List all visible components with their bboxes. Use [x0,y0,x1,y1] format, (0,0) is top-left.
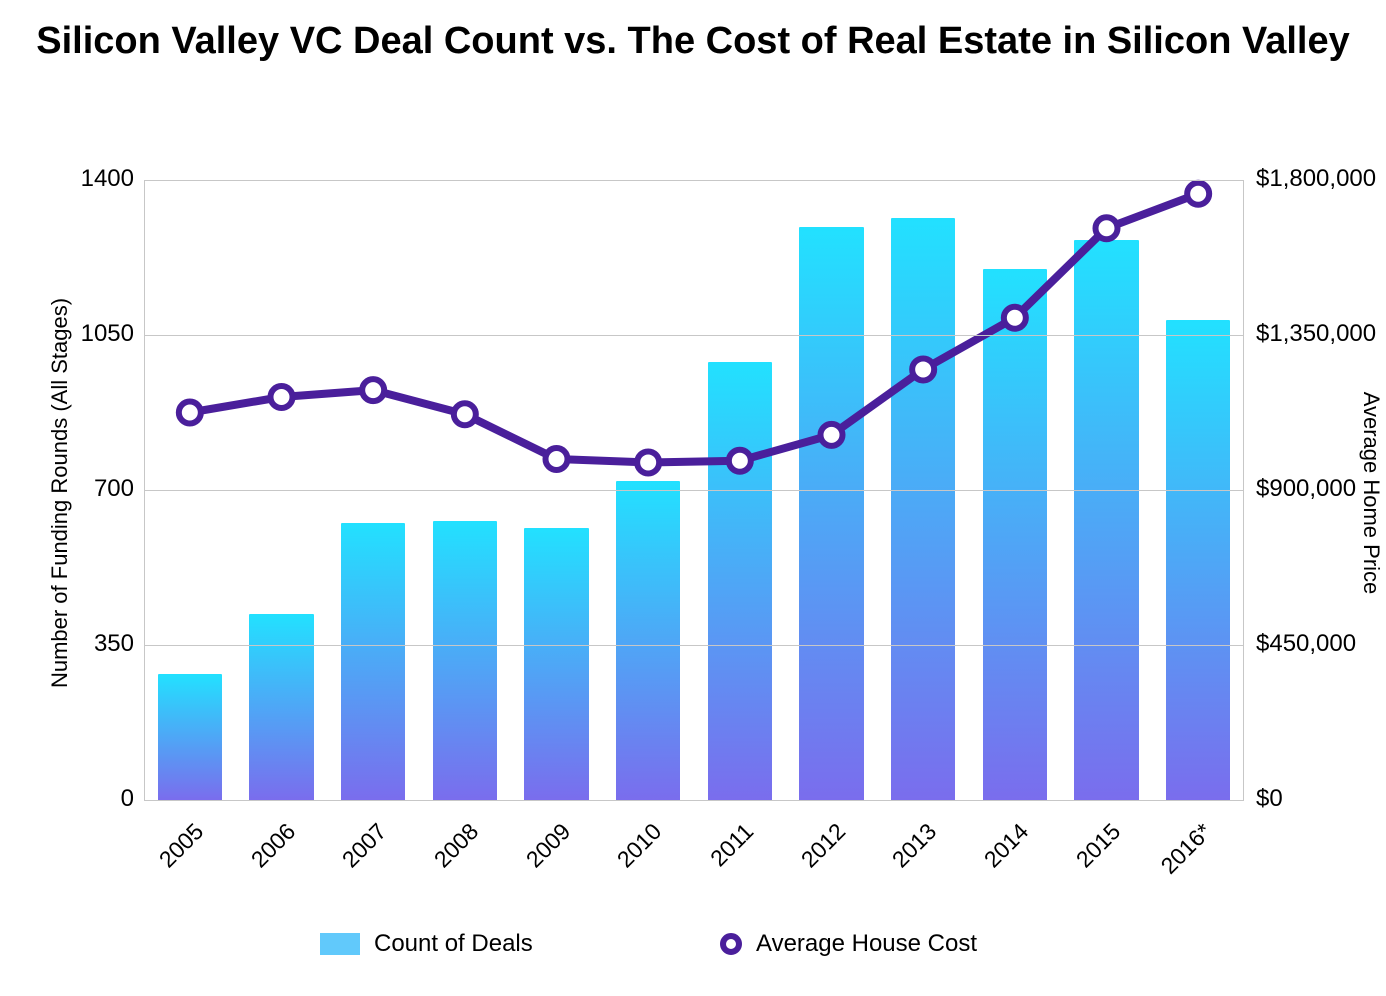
legend-label-bars: Count of Deals [374,930,533,958]
right-y-tick: $1,350,000 [1256,320,1376,348]
x-category: 2016* [1142,818,1218,894]
right-y-tick: $0 [1256,785,1283,813]
legend-marker-line [720,933,742,955]
left-y-tick: 1400 [54,165,134,193]
line-marker [637,451,659,473]
right-y-axis-label: Average Home Price [1358,333,1384,653]
gridline [144,335,1244,336]
gridline [144,180,1244,181]
x-category: 2010 [592,818,668,894]
line-marker [912,358,934,380]
legend-label-line: Average House Cost [756,930,977,958]
legend-bars: Count of Deals [320,930,533,958]
legend-swatch-bars [320,933,360,955]
x-category: 2006 [225,818,301,894]
line-marker [729,450,751,472]
x-category: 2015 [1050,818,1126,894]
gridline [144,800,1244,801]
line-marker [546,448,568,470]
left-y-tick: 700 [54,475,134,503]
legend-line: Average House Cost [720,930,977,958]
line-marker [1187,183,1209,205]
right-y-tick: $900,000 [1256,475,1356,503]
x-category: 2013 [867,818,943,894]
x-category: 2007 [317,818,393,894]
line-marker [362,379,384,401]
line-marker [271,386,293,408]
left-y-tick: 1050 [54,320,134,348]
line-marker [1004,307,1026,329]
line-marker [179,402,201,424]
line-marker [821,424,843,446]
x-category: 2009 [500,818,576,894]
right-axis-line [1243,180,1244,800]
line-marker [454,403,476,425]
gridline [144,490,1244,491]
left-y-tick: 350 [54,630,134,658]
chart-title: Silicon Valley VC Deal Count vs. The Cos… [0,20,1386,64]
x-category: 2005 [133,818,209,894]
x-category: 2012 [775,818,851,894]
left-axis-line [144,180,145,800]
x-category: 2008 [408,818,484,894]
x-category: 2014 [958,818,1034,894]
left-y-tick: 0 [54,785,134,813]
right-y-tick: $1,800,000 [1256,165,1376,193]
gridline [144,645,1244,646]
x-category: 2011 [683,818,759,894]
plot-area [144,180,1244,800]
line-path [190,194,1198,463]
line-marker [1096,217,1118,239]
right-y-tick: $450,000 [1256,630,1356,658]
